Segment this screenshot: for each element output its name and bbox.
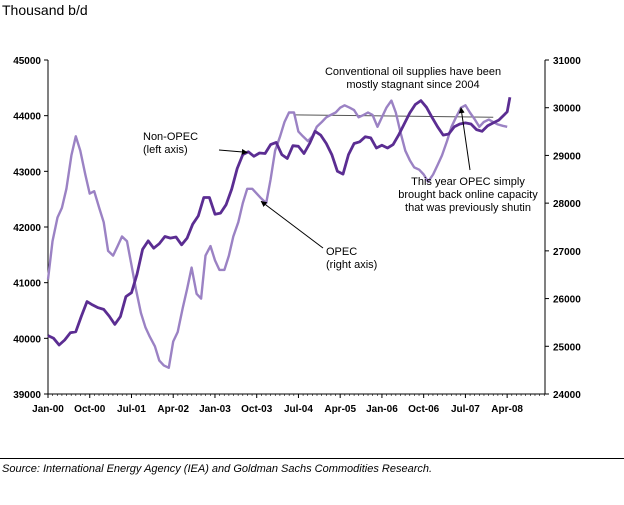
stagnation-reference-line <box>293 114 494 118</box>
source-divider <box>0 458 624 459</box>
chart-axes: 39000 40000 41000 42000 43000 44000 45000 24000… <box>13 56 581 415</box>
x-tick-label: Oct-06 <box>408 404 440 415</box>
x-tick-label: Jul-07 <box>451 404 480 415</box>
left-tick-label: 41000 <box>13 279 41 290</box>
annotation-arrow-opec2007 <box>458 107 471 171</box>
annotation-line: mostly stagnant since 2004 <box>346 79 479 91</box>
annotation-arrow-opec <box>260 200 324 249</box>
right-tick-label: 29000 <box>553 151 581 162</box>
units-label: Thousand b/d <box>2 2 88 18</box>
dual-axis-line-chart: 39000 40000 41000 42000 43000 44000 45000 24000… <box>13 56 581 415</box>
x-tick-label: Jan-06 <box>366 404 398 415</box>
x-tick-label: Jul-01 <box>117 404 146 415</box>
annotation-line: (left axis) <box>143 144 188 156</box>
annotation-line: OPEC <box>326 246 357 258</box>
left-tick-label: 42000 <box>13 223 41 234</box>
chart-series <box>46 97 512 369</box>
right-tick-label: 24000 <box>553 390 581 401</box>
x-tick-label: Oct-03 <box>241 404 273 415</box>
annotation-stagnant: Conventional oil supplies have been mostl… <box>325 66 501 91</box>
left-tick-label: 45000 <box>13 56 41 67</box>
annotation-line: Non-OPEC <box>143 131 198 143</box>
x-tick-label: Jan-00 <box>32 404 64 415</box>
left-tick-label: 40000 <box>13 334 41 345</box>
annotation-line: that was previously shutin <box>405 202 531 214</box>
annotation-line: brought back online capacity <box>398 189 538 201</box>
x-tick-label: Jan-03 <box>199 404 231 415</box>
x-tick-label: Apr-05 <box>324 404 356 415</box>
x-tick-label: Jul-04 <box>284 404 313 415</box>
annotation-line: Conventional oil supplies have been <box>325 66 501 78</box>
right-tick-label: 27000 <box>553 247 581 258</box>
annotation-line: This year OPEC simply <box>411 176 525 188</box>
annotation-arrow-nonopec <box>218 148 248 155</box>
series-line-non-opec <box>47 97 512 347</box>
right-tick-label: 26000 <box>553 295 581 306</box>
annotation-nonopec: Non-OPEC (left axis) <box>143 131 198 156</box>
series-line-opec <box>46 99 508 369</box>
annotation-opec2007: This year OPEC simply brought back online… <box>398 176 538 214</box>
annotation-line: (right axis) <box>326 259 377 271</box>
left-tick-label: 43000 <box>13 167 41 178</box>
source-note: Source: International Energy Agency (IEA… <box>2 463 433 475</box>
x-tick-label: Apr-02 <box>157 404 189 415</box>
x-tick-label: Apr-08 <box>491 404 523 415</box>
chart-annotations: Conventional oil supplies have been mostl… <box>143 66 538 271</box>
right-tick-label: 31000 <box>553 56 581 67</box>
annotation-opec: OPEC (right axis) <box>326 246 377 271</box>
left-tick-label: 44000 <box>13 112 41 123</box>
right-tick-label: 28000 <box>553 199 581 210</box>
left-tick-label: 39000 <box>13 390 41 401</box>
x-tick-label: Oct-00 <box>74 404 106 415</box>
right-tick-label: 30000 <box>553 104 581 115</box>
right-tick-label: 25000 <box>553 342 581 353</box>
